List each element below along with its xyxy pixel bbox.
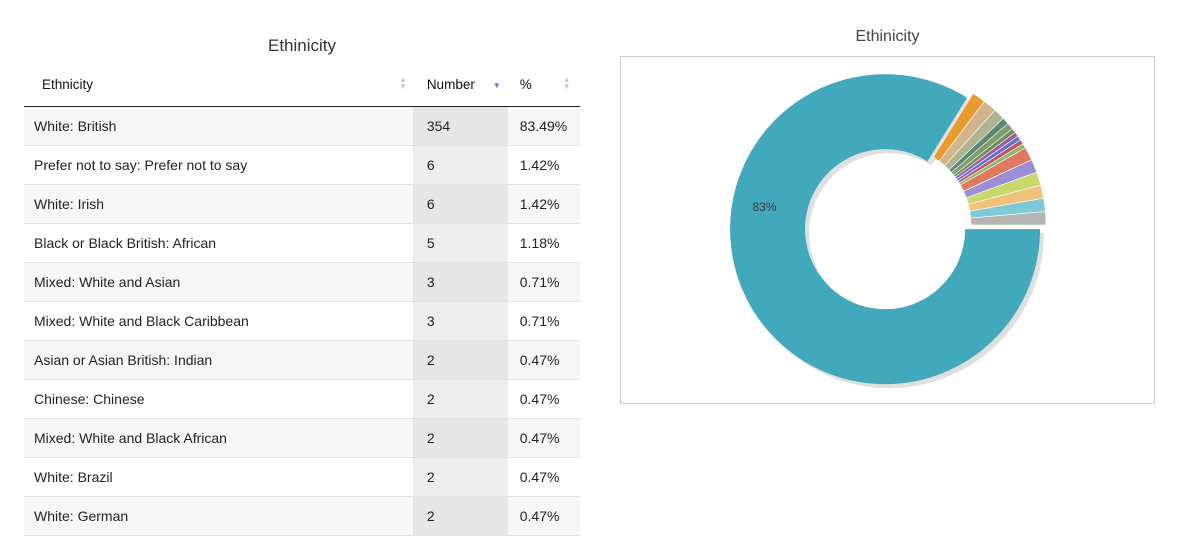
slice-percent-label: 83%	[752, 200, 776, 214]
ethnicity-cell: Mixed: White and Black African	[24, 418, 413, 458]
donut-slice[interactable]	[970, 211, 1047, 226]
table-row: Asian or Asian British: Indian 2 0.47%	[24, 340, 580, 380]
table-row: White: British 354 83.49%	[24, 106, 580, 146]
percent-cell: 0.47%	[507, 496, 580, 536]
percent-cell: 0.47%	[507, 379, 580, 419]
number-cell: 2	[412, 418, 508, 458]
table-row: Mixed: White and Black Caribbean 3 0.71%	[24, 301, 580, 341]
percent-cell: 0.47%	[507, 340, 580, 380]
ethnicity-cell: Mixed: White and Black Caribbean	[24, 301, 413, 341]
table-body: White: British 354 83.49% Prefer not to say…	[24, 106, 580, 536]
ethnicity-cell: Chinese: Chinese	[24, 379, 413, 419]
sort-descending-icon[interactable]: ▼	[492, 81, 501, 90]
ethnicity-cell: Asian or Asian British: Indian	[24, 340, 413, 380]
percent-cell: 0.71%	[507, 262, 580, 302]
percent-cell: 83.49%	[507, 106, 580, 146]
ethnicity-cell: White: British	[24, 106, 413, 146]
table-row: Chinese: Chinese 2 0.47%	[24, 379, 580, 419]
column-header-percent-label: %	[519, 76, 532, 92]
column-header-ethnicity-label: Ethnicity	[42, 76, 94, 92]
column-header-number[interactable]: Number ▼	[412, 62, 508, 107]
percent-cell: 1.42%	[507, 184, 580, 224]
number-cell: 2	[412, 379, 508, 419]
donut-slice[interactable]	[730, 74, 1041, 385]
ethnicity-cell: Prefer not to say: Prefer not to say	[24, 145, 413, 185]
table-row: White: Brazil 2 0.47%	[24, 457, 580, 497]
column-header-percent[interactable]: % ▲ ▼	[507, 62, 580, 107]
percent-cell: 0.47%	[507, 457, 580, 497]
number-cell: 2	[412, 457, 508, 497]
number-cell: 2	[412, 496, 508, 536]
table-row: Prefer not to say: Prefer not to say 6 1.4…	[24, 145, 580, 185]
ethnicity-cell: Black or Black British: African	[24, 223, 413, 263]
table-row: White: Irish 6 1.42%	[24, 184, 580, 224]
number-cell: 354	[412, 106, 508, 146]
table-row: White: German 2 0.47%	[24, 496, 580, 536]
donut-chart-box: 83%	[620, 56, 1155, 404]
donut-chart: 83%	[730, 74, 1047, 389]
ethnicity-table-panel: Ethinicity Ethnicity ▲ ▼ Number ▼ % ▲ ▼ Wh…	[24, 30, 580, 536]
percent-cell: 0.71%	[507, 301, 580, 341]
percent-cell: 0.47%	[507, 418, 580, 458]
table-row: Mixed: White and Black African 2 0.47%	[24, 418, 580, 458]
ethnicity-table: Ethnicity ▲ ▼ Number ▼ % ▲ ▼ White: Britis…	[24, 62, 580, 536]
column-header-number-label: Number	[426, 76, 475, 92]
number-cell: 6	[412, 184, 508, 224]
number-cell: 3	[412, 301, 508, 341]
table-row: Black or Black British: African 5 1.18%	[24, 223, 580, 263]
ethnicity-cell: White: German	[24, 496, 413, 536]
table-title: Ethinicity	[267, 36, 337, 55]
table-header-row: Ethnicity ▲ ▼ Number ▼ % ▲ ▼	[24, 62, 580, 107]
ethnicity-cell: White: Irish	[24, 184, 413, 224]
number-cell: 5	[412, 223, 508, 263]
number-cell: 2	[412, 340, 508, 380]
percent-cell: 1.42%	[507, 145, 580, 185]
chart-panel: Ethinicity 83%	[620, 22, 1155, 404]
ethnicity-cell: White: Brazil	[24, 457, 413, 497]
table-row: Mixed: White and Asian 3 0.71%	[24, 262, 580, 302]
number-cell: 6	[412, 145, 508, 185]
column-header-ethnicity[interactable]: Ethnicity ▲ ▼	[24, 62, 413, 107]
chart-title: Ethinicity	[855, 28, 920, 45]
number-cell: 3	[412, 262, 508, 302]
sort-icon[interactable]: ▲ ▼	[399, 75, 407, 91]
sort-icon[interactable]: ▲ ▼	[562, 75, 571, 91]
percent-cell: 1.18%	[507, 223, 580, 263]
ethnicity-cell: Mixed: White and Asian	[24, 262, 413, 302]
